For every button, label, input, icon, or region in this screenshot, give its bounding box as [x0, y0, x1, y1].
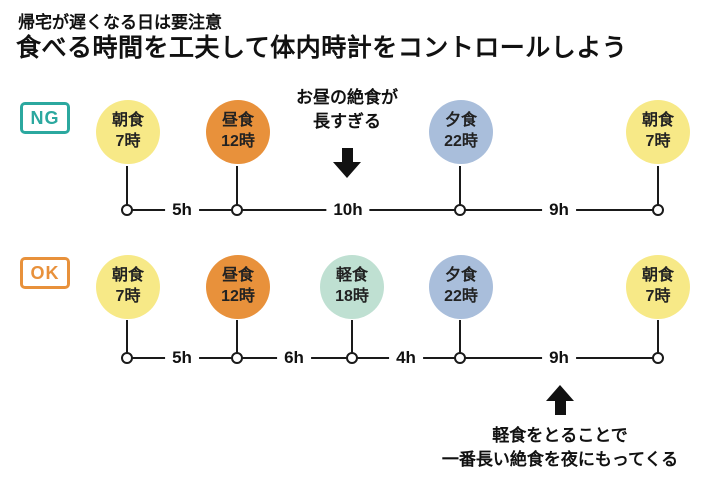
meal-circle: 朝食 7時	[626, 255, 690, 319]
meal-circle: 朝食 7時	[626, 100, 690, 164]
ok-annotation-line2: 一番長い絶食を夜にもってくる	[441, 449, 679, 469]
timeline-tick	[459, 166, 461, 209]
meal-time: 18時	[335, 288, 369, 305]
meal-name: 朝食	[641, 112, 674, 130]
timeline-dot	[346, 352, 358, 364]
meal-time: 22時	[444, 288, 478, 305]
timeline-dot	[454, 352, 466, 364]
timeline-tick	[126, 166, 128, 209]
timeline-dot	[652, 204, 664, 216]
meal-time: 7時	[115, 133, 141, 150]
interval-label: 6h	[277, 348, 311, 368]
meal-circle: 昼食 12時	[206, 255, 270, 319]
ng-timeline	[127, 209, 659, 211]
timeline-tick	[657, 166, 659, 209]
up-arrow-icon	[546, 385, 574, 415]
ng-badge: NG	[20, 102, 70, 134]
meal-name: 軽食	[335, 267, 368, 285]
meal-circle: 朝食 7時	[96, 255, 160, 319]
ok-annotation-line1: 軽食をとることで	[492, 426, 628, 445]
meal-circle: 軽食 18時	[320, 255, 384, 319]
meal-name: 朝食	[111, 267, 144, 285]
meal-name: 夕食	[444, 267, 477, 285]
timeline-dot	[121, 352, 133, 364]
timeline-tick	[657, 320, 659, 357]
interval-label: 5h	[165, 348, 199, 368]
meal-name: 夕食	[444, 112, 477, 130]
timeline-tick	[459, 320, 461, 357]
ok-badge: OK	[20, 257, 70, 289]
interval-label: 9h	[542, 200, 576, 220]
meal-time: 7時	[115, 288, 141, 305]
ok-annotation: 軽食をとることで 一番長い絶食を夜にもってくる	[410, 424, 710, 472]
meal-name: 朝食	[111, 112, 144, 130]
meal-time: 7時	[645, 288, 671, 305]
interval-label: 5h	[165, 200, 199, 220]
timeline-dot	[231, 204, 243, 216]
timeline-tick	[236, 320, 238, 357]
interval-label: 4h	[389, 348, 423, 368]
meal-circle: 昼食 12時	[206, 100, 270, 164]
interval-label: 9h	[542, 348, 576, 368]
header-subtitle: 帰宅が遅くなる日は要注意	[18, 13, 222, 32]
meal-name: 昼食	[221, 267, 254, 285]
page-title: 食べる時間を工夫して体内時計をコントロールしよう	[16, 34, 628, 62]
timeline-dot	[454, 204, 466, 216]
down-arrow-icon	[333, 148, 361, 178]
meal-name: 昼食	[221, 112, 254, 130]
meal-time: 22時	[444, 133, 478, 150]
interval-label: 10h	[326, 200, 370, 220]
timeline-tick	[351, 320, 353, 357]
meal-name: 朝食	[641, 267, 674, 285]
timeline-dot	[121, 204, 133, 216]
ng-annotation-line1: お昼の絶食が	[296, 88, 398, 107]
meal-circle: 夕食 22時	[429, 100, 493, 164]
meal-time: 12時	[221, 133, 255, 150]
timeline-dot	[652, 352, 664, 364]
ng-annotation-line2: 長すぎる	[313, 111, 381, 131]
timeline-dot	[231, 352, 243, 364]
meal-time: 7時	[645, 133, 671, 150]
meal-time: 12時	[221, 288, 255, 305]
ng-annotation: お昼の絶食が 長すぎる	[257, 86, 437, 134]
timeline-tick	[126, 320, 128, 357]
timeline-tick	[236, 166, 238, 209]
meal-circle: 夕食 22時	[429, 255, 493, 319]
meal-circle: 朝食 7時	[96, 100, 160, 164]
